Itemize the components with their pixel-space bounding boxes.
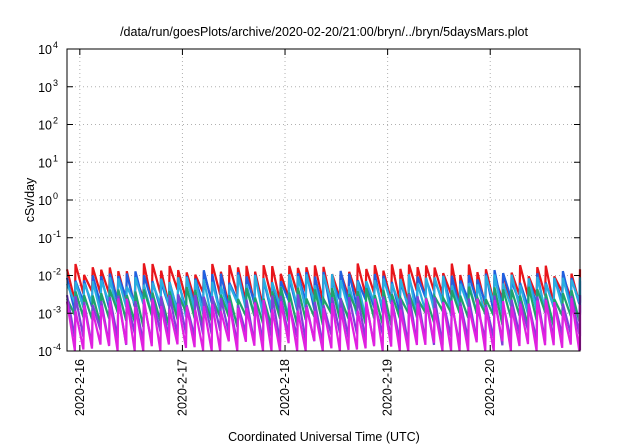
- series-lines: [65, 263, 582, 352]
- x-tick-label: 2020-2-19: [381, 359, 395, 416]
- x-tick-label: 2020-2-17: [175, 359, 189, 416]
- x-tick-label: 2020-2-18: [278, 359, 292, 416]
- y-tick-label: 10: [38, 156, 52, 170]
- y-tick-label: 10: [38, 81, 52, 95]
- y-tick-label: 10: [38, 43, 52, 57]
- y-tick-exponent: 3: [53, 78, 58, 88]
- y-tick-exponent: 1: [53, 153, 58, 163]
- y-tick-label: 10: [38, 194, 52, 208]
- y-tick-label: 10: [38, 307, 52, 321]
- y-axis-label: cSv/day: [23, 177, 37, 222]
- x-axis: 2020-2-16 2020-2-17 2020-2-18 2020-2-19 2020…: [73, 49, 497, 416]
- y-tick-exponent: -2: [53, 267, 61, 277]
- x-tick-label: 2020-2-20: [483, 359, 497, 416]
- y-tick-exponent: -4: [53, 342, 61, 352]
- y-tick-label: 10: [38, 345, 52, 359]
- y-tick-exponent: 4: [53, 40, 58, 50]
- series-line: [65, 273, 582, 319]
- y-tick-exponent: 0: [53, 191, 58, 201]
- y-tick-exponent: -1: [53, 229, 61, 239]
- y-tick-label: 10: [38, 232, 52, 246]
- x-axis-label: Coordinated Universal Time (UTC): [228, 430, 420, 444]
- y-tick-exponent: 2: [53, 116, 58, 126]
- plot-frame: [66, 48, 581, 352]
- x-tick-label: 2020-2-16: [73, 359, 87, 416]
- series-line: [65, 297, 582, 352]
- y-tick-label: 10: [38, 270, 52, 284]
- series-line: [66, 286, 582, 328]
- y-tick-exponent: -3: [53, 304, 61, 314]
- chart-title: /data/run/goesPlots/archive/2020-02-20/2…: [120, 25, 528, 39]
- y-tick-label: 10: [38, 119, 52, 133]
